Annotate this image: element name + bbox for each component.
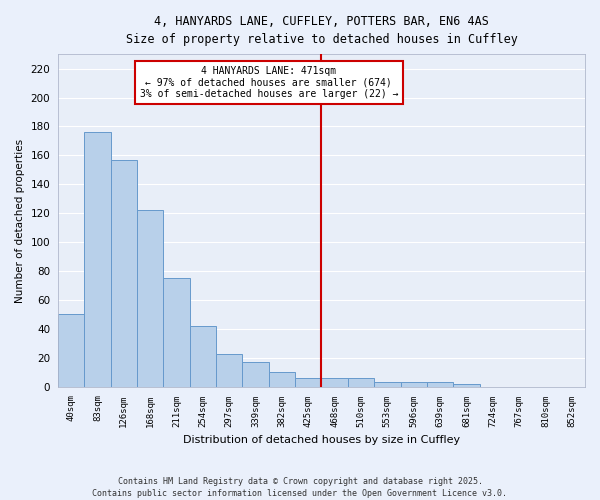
Bar — [374, 382, 401, 387]
Bar — [110, 160, 137, 387]
Bar — [322, 378, 348, 387]
Bar — [190, 326, 216, 387]
Bar — [401, 382, 427, 387]
Text: Contains HM Land Registry data © Crown copyright and database right 2025.
Contai: Contains HM Land Registry data © Crown c… — [92, 476, 508, 498]
Bar — [137, 210, 163, 387]
Bar — [216, 354, 242, 387]
Bar — [58, 314, 84, 387]
Y-axis label: Number of detached properties: Number of detached properties — [15, 138, 25, 302]
Bar — [269, 372, 295, 387]
Title: 4, HANYARDS LANE, CUFFLEY, POTTERS BAR, EN6 4AS
Size of property relative to det: 4, HANYARDS LANE, CUFFLEY, POTTERS BAR, … — [125, 15, 517, 46]
Bar — [242, 362, 269, 387]
Bar — [348, 378, 374, 387]
Bar — [427, 382, 453, 387]
Bar — [163, 278, 190, 387]
Bar — [453, 384, 479, 387]
X-axis label: Distribution of detached houses by size in Cuffley: Distribution of detached houses by size … — [183, 435, 460, 445]
Bar — [295, 378, 322, 387]
Text: 4 HANYARDS LANE: 471sqm
← 97% of detached houses are smaller (674)
3% of semi-de: 4 HANYARDS LANE: 471sqm ← 97% of detache… — [140, 66, 398, 99]
Bar — [84, 132, 110, 387]
